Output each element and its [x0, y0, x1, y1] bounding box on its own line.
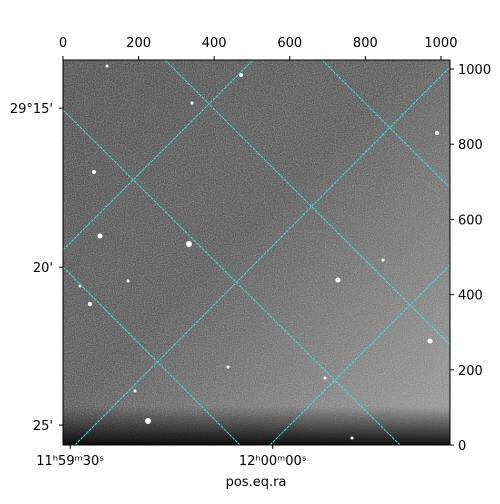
- dec-tick-label: 20': [33, 261, 53, 276]
- y-tick-label: 400: [458, 289, 483, 304]
- dec-tick-label: 29°15': [10, 102, 53, 117]
- x-axis-label: pos.eq.ra: [226, 475, 287, 490]
- x-tick-label: 400: [202, 36, 227, 51]
- x-tick-label: 0: [59, 36, 67, 51]
- y-tick-label: 1000: [458, 63, 491, 78]
- sky-image: [63, 60, 450, 445]
- dec-tick-label: 25': [33, 419, 53, 434]
- x-tick-label: 200: [126, 36, 151, 51]
- y-tick-label: 200: [458, 364, 483, 379]
- ra-tick-label: 12ʰ00ᵐ00ˢ: [239, 454, 307, 469]
- coordinate-grid: [63, 60, 450, 445]
- ra-tick-label: 11ʰ59ᵐ30ˢ: [36, 454, 104, 469]
- x-tick-label: 1000: [424, 36, 457, 51]
- plot-frame: [62, 59, 451, 446]
- y-tick-label: 0: [458, 439, 466, 454]
- y-tick-label: 800: [458, 138, 483, 153]
- y-tick-label: 600: [458, 213, 483, 228]
- stars: [78, 64, 439, 440]
- x-tick-label: 800: [353, 36, 378, 51]
- x-tick-label: 600: [277, 36, 302, 51]
